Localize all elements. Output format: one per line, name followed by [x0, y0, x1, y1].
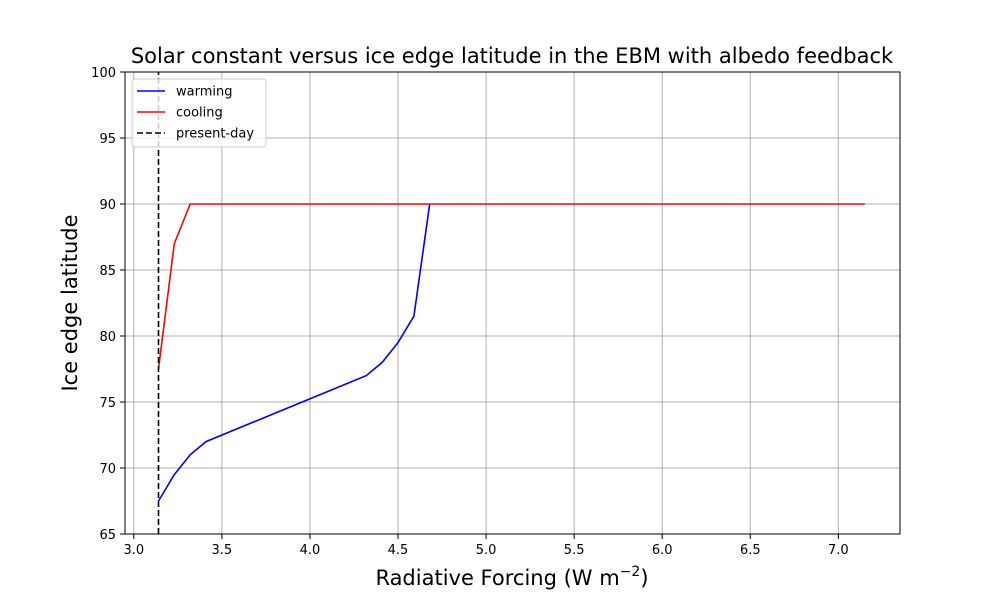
x-tick-label: 6.5 [740, 543, 761, 558]
x-tick-label: 7.0 [828, 543, 849, 558]
x-tick-label: 6.0 [652, 543, 673, 558]
legend-label-warming: warming [176, 85, 232, 100]
series-line-warming [157, 203, 431, 502]
x-tick-label: 4.5 [388, 543, 409, 558]
legend-label-cooling: cooling [176, 106, 223, 121]
x-tick-label: 3.0 [123, 543, 144, 558]
x-tick-label: 5.5 [564, 543, 585, 558]
plot-frame [124, 71, 901, 535]
chart-title: Solar constant versus ice edge latitude … [131, 44, 894, 68]
ticks: 3.0 3.5 4.0 4.5 5.0 5.5 6.0 6.5 7.0 65 70 75 80 85 90 9… [91, 66, 849, 558]
x-tick-label: 4.0 [300, 543, 321, 558]
series-layer [157, 72, 865, 534]
x-axis-label: Radiative Forcing (W m−2) [375, 564, 648, 590]
legend-box [131, 78, 267, 148]
y-tick-label: 100 [91, 66, 116, 81]
x-axis-label-suffix: ) [640, 566, 648, 590]
y-tick-label: 95 [99, 132, 116, 147]
y-tick-label: 90 [99, 198, 116, 213]
x-axis-label-main: Radiative Forcing (W m [375, 566, 619, 590]
x-tick-label: 3.5 [212, 543, 233, 558]
x-axis-label-sup: −2 [620, 564, 641, 580]
y-tick-label: 65 [99, 528, 116, 543]
x-tick-label: 5.0 [476, 543, 497, 558]
y-tick-label: 80 [99, 330, 116, 345]
series-line-cooling [157, 203, 865, 370]
y-tick-label: 75 [99, 396, 116, 411]
y-tick-label: 85 [99, 264, 116, 279]
y-tick-label: 70 [99, 462, 116, 477]
legend-label-present-day: present-day [176, 127, 254, 142]
legend: warming cooling present-day [131, 78, 267, 148]
y-axis-label: Ice edge latitude [58, 214, 82, 391]
